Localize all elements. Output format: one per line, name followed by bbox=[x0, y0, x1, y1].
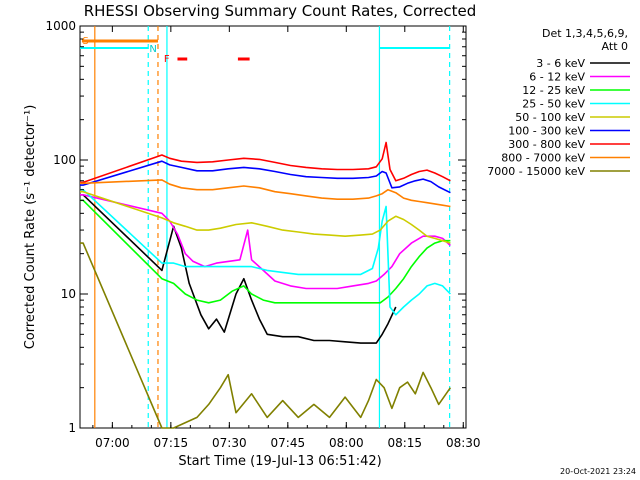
legend-label-1: 6 - 12 keV bbox=[529, 71, 585, 84]
legend-header-1: Det 1,3,4,5,6,9, bbox=[542, 27, 628, 40]
generated-timestamp: 20-Oct-2021 23:24 bbox=[560, 467, 636, 476]
y-tick-label-3: 1000 bbox=[45, 19, 76, 33]
series-line-8 bbox=[80, 242, 452, 429]
legend-label-7: 800 - 7000 keV bbox=[501, 152, 585, 165]
legend-label-6: 300 - 800 keV bbox=[508, 138, 585, 151]
y-tick-label-0: 1 bbox=[68, 421, 76, 435]
legend-label-4: 50 - 100 keV bbox=[515, 111, 585, 124]
axis-ticks: 07:00 07:15 07:30 07:45 08:00 08:15 08:30 1 10 10… bbox=[45, 19, 480, 450]
annotation-n: N bbox=[149, 44, 156, 55]
legend-label-3: 25 - 50 keV bbox=[522, 98, 585, 111]
legend-label-2: 12 - 25 keV bbox=[522, 84, 585, 97]
y-tick-label-2: 100 bbox=[53, 153, 76, 167]
legend-label-8: 7000 - 15000 keV bbox=[487, 165, 585, 178]
series-line-4 bbox=[80, 190, 451, 244]
chart-title: RHESSI Observing Summary Count Rates, Co… bbox=[84, 2, 477, 20]
x-tick-label-4: 08:00 bbox=[329, 436, 364, 450]
plot-area bbox=[79, 25, 467, 429]
series-line-2 bbox=[80, 199, 451, 304]
legend-label-0: 3 - 6 keV bbox=[536, 57, 585, 70]
y-axis-label: Corrected Count Rate (s⁻¹ detector⁻¹) bbox=[23, 105, 38, 350]
annotation-f: F bbox=[164, 54, 170, 65]
legend-header-2: Att 0 bbox=[602, 40, 628, 53]
series-line-0 bbox=[80, 194, 397, 344]
annotations: S NF bbox=[82, 36, 169, 65]
annotation-s: S bbox=[82, 36, 88, 47]
series-line-1 bbox=[80, 194, 451, 290]
series-line-3 bbox=[80, 188, 451, 316]
y-tick-label-1: 10 bbox=[61, 287, 76, 301]
observing-intervals bbox=[80, 26, 451, 428]
x-axis-label: Start Time (19-Jul-13 06:51:42) bbox=[178, 454, 381, 469]
x-tick-label-0: 07:00 bbox=[95, 436, 130, 450]
x-tick-label-2: 07:30 bbox=[212, 436, 247, 450]
legend-label-5: 100 - 300 keV bbox=[508, 125, 585, 138]
x-tick-label-1: 07:15 bbox=[154, 436, 189, 450]
x-tick-label-6: 08:30 bbox=[446, 436, 481, 450]
series-layer bbox=[80, 141, 452, 429]
series-line-5 bbox=[80, 160, 451, 194]
series-line-6 bbox=[80, 141, 451, 184]
x-tick-label-3: 07:45 bbox=[271, 436, 306, 450]
x-tick-label-5: 08:15 bbox=[387, 436, 422, 450]
series-line-7 bbox=[80, 179, 451, 208]
